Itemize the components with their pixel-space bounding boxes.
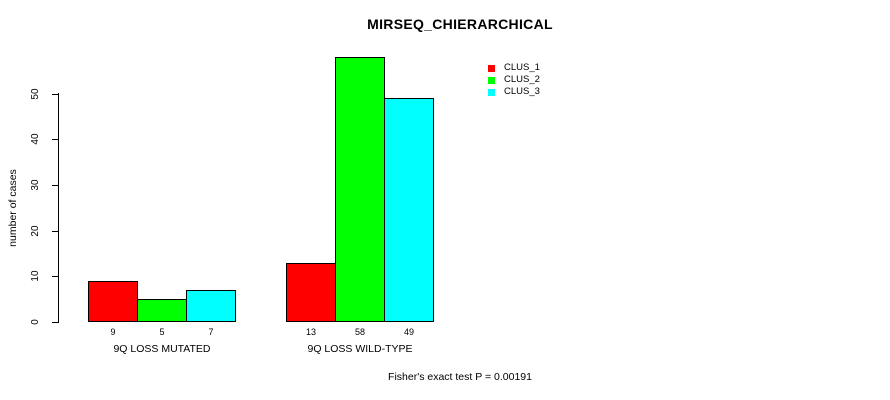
legend-label: CLUS_1 [504,62,540,73]
bar-CLUS_1 [88,281,138,322]
x-category-label: 9Q LOSS WILD-TYPE [307,343,413,355]
y-tick-label: 10 [30,270,41,282]
y-tick-mark [52,94,58,95]
legend-row: CLUS_2 [488,74,540,86]
y-tick-label: 50 [30,88,41,100]
bar-value-label: 9 [110,327,116,337]
fisher-test-annotation: Fisher's exact test P = 0.00191 [388,371,532,383]
legend: CLUS_1 CLUS_2 CLUS_3 [488,62,540,98]
legend-row: CLUS_3 [488,86,540,98]
legend-swatch-CLUS_3 [488,88,495,96]
y-tick-label: 20 [30,225,41,237]
y-axis-label: number of cases [7,169,19,247]
bar-value-label: 7 [208,327,214,337]
y-axis-line [58,93,59,323]
bar-CLUS_2 [137,299,187,322]
bar-CLUS_1 [286,263,336,322]
bar-value-label: 13 [305,327,316,337]
y-tick-label: 40 [30,133,41,145]
chart-title: MIRSEQ_CHIERARCHICAL [367,16,553,32]
legend-row: CLUS_1 [488,62,540,74]
bar-CLUS_2 [335,57,385,322]
legend-swatch-CLUS_1 [488,64,495,72]
y-tick-mark [52,276,58,277]
y-tick-label: 30 [30,179,41,191]
x-category-label: 9Q LOSS MUTATED [113,343,211,355]
legend-label: CLUS_2 [504,74,540,85]
bar-CLUS_3 [384,98,434,322]
bar-CLUS_3 [186,290,236,322]
bar-value-label: 5 [159,327,165,337]
y-tick-mark [52,322,58,323]
y-tick-mark [52,139,58,140]
bar-value-label: 58 [354,327,365,337]
bar-value-label: 49 [403,327,414,337]
legend-label: CLUS_3 [504,86,540,97]
y-tick-mark [52,185,58,186]
y-tick-label: 0 [30,319,41,325]
y-tick-mark [52,231,58,232]
legend-swatch-CLUS_2 [488,76,495,84]
